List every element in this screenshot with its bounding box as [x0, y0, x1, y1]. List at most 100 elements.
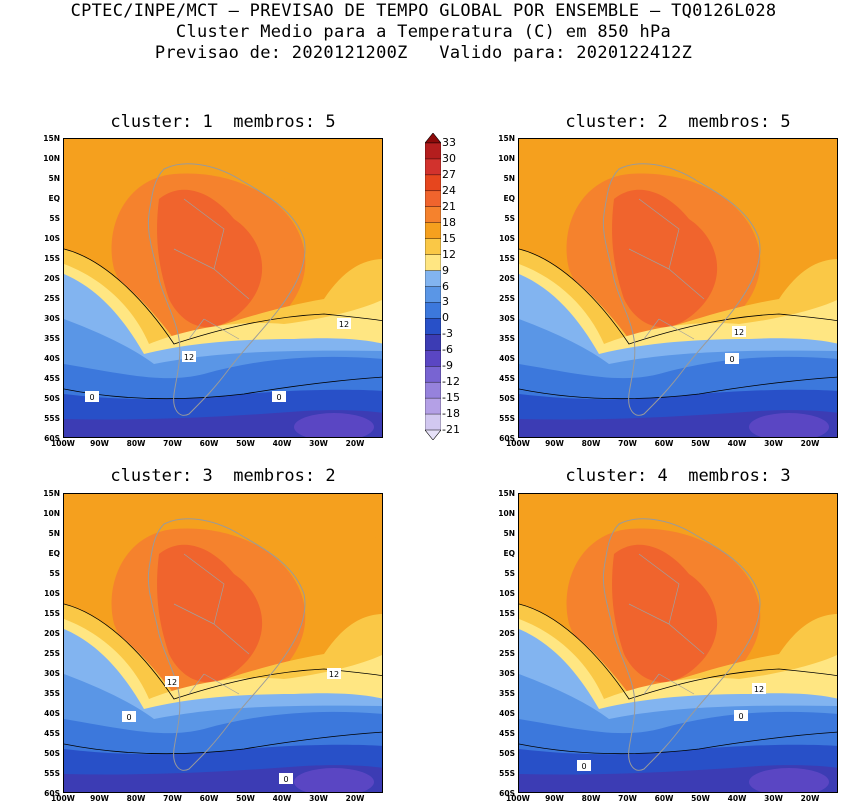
colorbar-tick-label: -15 — [442, 391, 460, 405]
lon-tick-label: 60W — [199, 794, 219, 803]
contour-label: 12 — [167, 678, 177, 687]
contour-label-box — [732, 326, 746, 337]
figure-dates: Previsao de: 2020121200Z Valido para: 20… — [154, 43, 693, 63]
contour-label: 0 — [126, 713, 131, 722]
contour-label-box — [165, 676, 179, 687]
lat-tick-label: 55S — [44, 414, 60, 423]
lat-tick-label: 20S — [499, 629, 515, 638]
lon-tick-label: 40W — [272, 794, 292, 803]
contour-label-box — [734, 710, 748, 721]
contour-12 — [64, 603, 382, 700]
lat-tick-label: 30S — [44, 669, 60, 678]
lat-tick-label: 55S — [499, 414, 515, 423]
lat-tick-label: 10S — [44, 589, 60, 598]
colorbar-tick-label: -18 — [442, 407, 460, 421]
colorbar-tick-label: 15 — [442, 231, 456, 245]
lat-tick-label: 10N — [498, 509, 515, 518]
contour-0 — [519, 376, 837, 400]
lon-tick-label: 20W — [345, 794, 365, 803]
colorbar-segment — [425, 270, 441, 288]
lat-tick-label: 5N — [503, 529, 516, 538]
contour-label: 12 — [754, 685, 764, 694]
lat-tick-label: 10N — [43, 154, 60, 163]
band-21 — [157, 189, 263, 328]
lat-tick-label: EQ — [48, 549, 61, 558]
colorbar-segment — [425, 350, 441, 367]
band-18-north — [64, 139, 382, 219]
colorbar-tick-label: 6 — [442, 279, 449, 293]
lat-tick-label: 45S — [499, 374, 515, 383]
colorbar-segment — [425, 174, 441, 192]
lon-tick-label: 30W — [764, 794, 783, 803]
map-panel-cluster-3: 12 12 0 0 — [63, 493, 383, 793]
lon-tick-label: 20W — [345, 439, 365, 448]
contour-12 — [519, 248, 837, 345]
lat-tick-label: 5S — [49, 214, 60, 223]
lat-tick-label: 50S — [499, 394, 515, 403]
lat-tick-label: 15S — [44, 254, 60, 263]
lat-tick-label: 25S — [44, 294, 60, 303]
contour-label: 0 — [283, 775, 288, 784]
colorbar-arrow-bottom — [425, 429, 441, 440]
lat-tick-label: 15N — [498, 489, 515, 498]
contour-0 — [64, 376, 382, 400]
lat-tick-label: 5N — [48, 529, 61, 538]
lat-tick-label: 40S — [499, 354, 515, 363]
colorbar-segment — [425, 206, 441, 224]
lat-tick-label: EQ — [48, 194, 61, 203]
lon-tick-label: 90W — [545, 439, 564, 448]
contour-label: 0 — [89, 393, 94, 402]
colorbar-tick-label: 30 — [442, 151, 456, 165]
contour-label: 0 — [738, 712, 743, 721]
lat-tick-label: 15S — [44, 609, 60, 618]
lon-tick-label: 70W — [163, 794, 182, 803]
lat-tick-label: 40S — [499, 709, 515, 718]
colorbar-segment — [425, 318, 441, 336]
colorbar-tick-label: -21 — [442, 423, 460, 436]
lat-tick-label: 30S — [499, 314, 515, 323]
lat-tick-label: 60S — [499, 434, 515, 443]
band-m9 — [749, 413, 829, 437]
colorbar-tick-label: 21 — [442, 199, 456, 213]
lat-tick-label: 10S — [44, 234, 60, 243]
lat-tick-label: 20S — [44, 274, 60, 283]
band-m9 — [294, 413, 374, 437]
colorbar-segment — [425, 222, 441, 240]
lon-tick-label: 40W — [727, 439, 747, 448]
lat-tick-label: 30S — [499, 669, 515, 678]
contour-label-box — [752, 683, 766, 694]
panel-1-title: cluster: 1 membros: 5 — [110, 112, 336, 132]
lat-tick-label: 55S — [44, 769, 60, 778]
map-panel-cluster-4: 12 0 0 — [518, 493, 838, 793]
lat-tick-label: 20S — [499, 274, 515, 283]
colorbar-segment — [425, 286, 441, 304]
colorbar-tick-label: 18 — [442, 215, 456, 229]
contour-label-box — [122, 711, 136, 722]
lon-tick-label: 80W — [581, 439, 601, 448]
contour-12 — [519, 603, 837, 700]
contour-label-box — [725, 353, 739, 364]
colorbar-tick-label: 12 — [442, 247, 456, 261]
lon-tick-label: 60W — [654, 439, 674, 448]
lon-tick-label: 50W — [236, 439, 255, 448]
lat-tick-label: 10S — [499, 589, 515, 598]
lat-tick-label: 45S — [44, 729, 60, 738]
colorbar-segment — [425, 142, 441, 160]
lat-tick-label: 25S — [499, 294, 515, 303]
contour-label-box — [279, 773, 293, 784]
lon-tick-label: 30W — [309, 439, 328, 448]
contour-label: 0 — [581, 762, 586, 771]
band-18-north — [519, 494, 837, 574]
colorbar-segment — [425, 254, 441, 272]
band-21 — [612, 544, 718, 683]
lat-tick-label: 40S — [44, 709, 60, 718]
colorbar-tick-label: -9 — [442, 359, 453, 373]
contour-label: 12 — [184, 353, 194, 362]
lat-tick-label: 60S — [499, 789, 515, 798]
lon-tick-label: 40W — [272, 439, 292, 448]
lat-tick-label: 10N — [43, 509, 60, 518]
lon-tick-label: 20W — [800, 439, 820, 448]
map-panel-cluster-2: 12 0 — [518, 138, 838, 438]
panel-4-title: cluster: 4 membros: 3 — [565, 466, 791, 486]
colorbar-tick-label: -3 — [442, 327, 453, 341]
